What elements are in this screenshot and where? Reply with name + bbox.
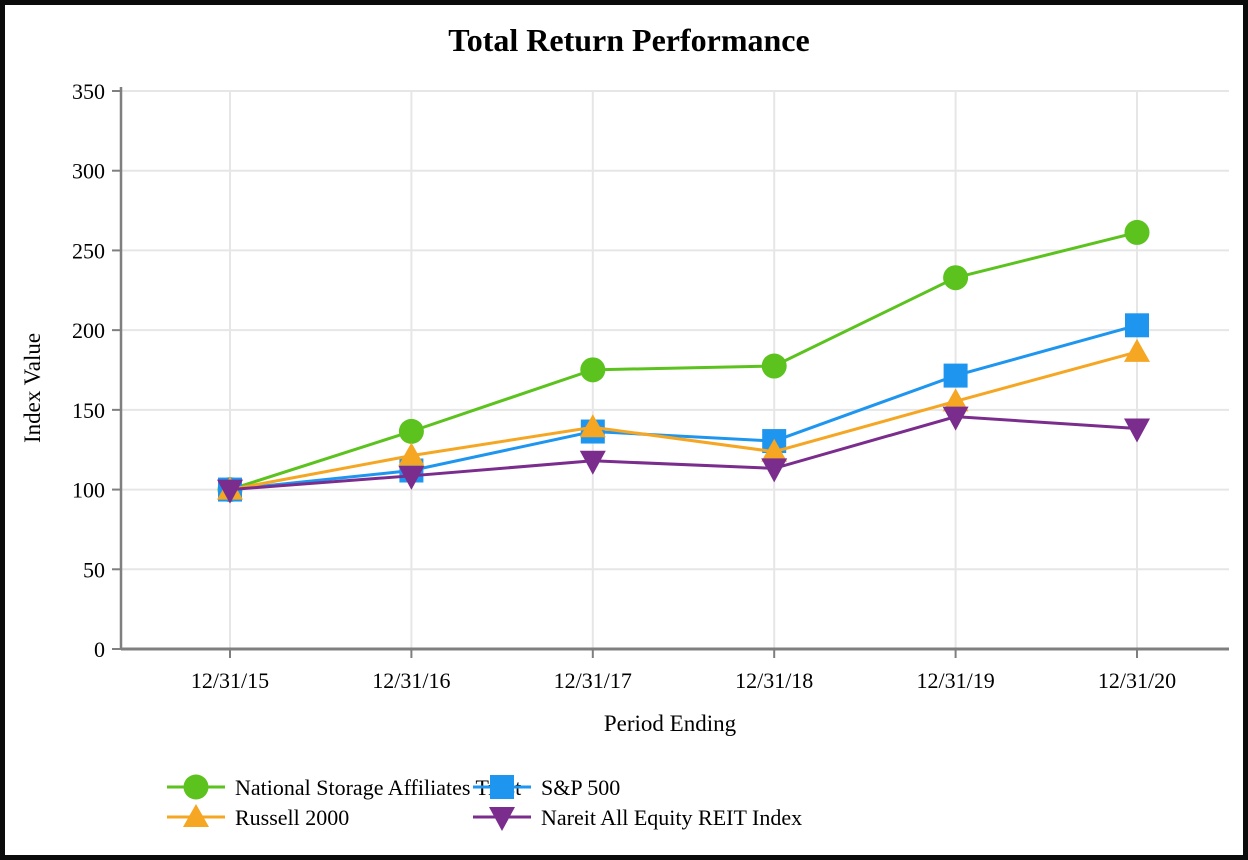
series-plot [217,219,1150,504]
data-point-marker-triangle-down [489,807,515,831]
data-point-marker-square [490,775,514,799]
data-point-marker-triangle-down [579,450,606,475]
series-line [229,350,1138,492]
y-tick-label: 0 [94,637,105,662]
legend-item: National Storage Affiliates Trust [167,774,521,800]
x-tick-label: 12/31/17 [554,668,632,693]
tick-marks [112,90,1138,658]
y-tick-label: 250 [72,238,105,263]
legend-item: Nareit All Equity REIT Index [473,805,802,831]
data-point-marker-triangle-up [761,438,788,462]
chart-title: Total Return Performance [448,22,809,58]
series-line [229,230,1138,491]
y-axis-title: Index Value [20,333,45,443]
data-point-marker-triangle-down [942,406,969,431]
data-point-marker-triangle-up [1124,338,1150,362]
data-point-marker-triangle-up [942,388,969,412]
y-tick-labels: 0 50 100 150 200 250 300 350 [72,79,105,662]
x-tick-labels: 12/31/15 12/31/16 12/31/17 12/31/18 12/31/19… [191,668,1176,693]
gridlines [121,90,1229,649]
legend-label: Russell 2000 [235,805,349,830]
legend-label: S&P 500 [541,775,620,800]
data-point-marker-circle [761,353,787,379]
y-tick-label: 200 [72,318,105,343]
x-tick-label: 12/31/15 [191,668,269,693]
data-point-marker-square [943,363,968,388]
total-return-chart: Total Return Performance Index Value Per… [20,22,1229,831]
y-tick-label: 100 [72,478,105,503]
x-tick-label: 12/31/20 [1098,668,1176,693]
y-tick-label: 50 [83,557,105,582]
legend-label: Nareit All Equity REIT Index [541,805,802,830]
series-line [229,323,1138,492]
data-point-marker-triangle-down [398,465,425,490]
data-point-marker-triangle-up [398,442,425,466]
axes [119,87,1229,651]
data-point-marker-triangle-down [217,479,243,504]
data-point-marker-circle [398,418,424,444]
data-point-marker-circle [943,265,969,291]
data-point-marker-circle [580,357,606,383]
data-point-marker-square [1125,313,1149,338]
series-triangle-down [217,406,1150,504]
data-point-marker-triangle-up [183,804,209,827]
series-square [218,313,1149,502]
data-point-marker-triangle-down [761,458,788,483]
series-triangle-up [217,338,1150,500]
data-point-marker-circle [183,774,209,800]
series-line [229,415,1138,492]
x-tick-label: 12/31/19 [916,668,994,693]
y-tick-label: 350 [72,79,105,104]
x-tick-label: 12/31/16 [372,668,450,693]
y-tick-label: 150 [72,398,105,423]
data-point-marker-circle [1124,219,1150,245]
legend-item: S&P 500 [473,775,620,800]
legend: National Storage Affiliates Trust S&P 500… [167,774,802,831]
x-tick-label: 12/31/18 [735,668,813,693]
x-axis-title: Period Ending [604,711,737,736]
y-tick-label: 300 [72,159,105,184]
data-point-marker-triangle-down [1124,418,1150,443]
legend-item: Russell 2000 [167,804,349,830]
data-point-marker-triangle-up [579,414,606,438]
